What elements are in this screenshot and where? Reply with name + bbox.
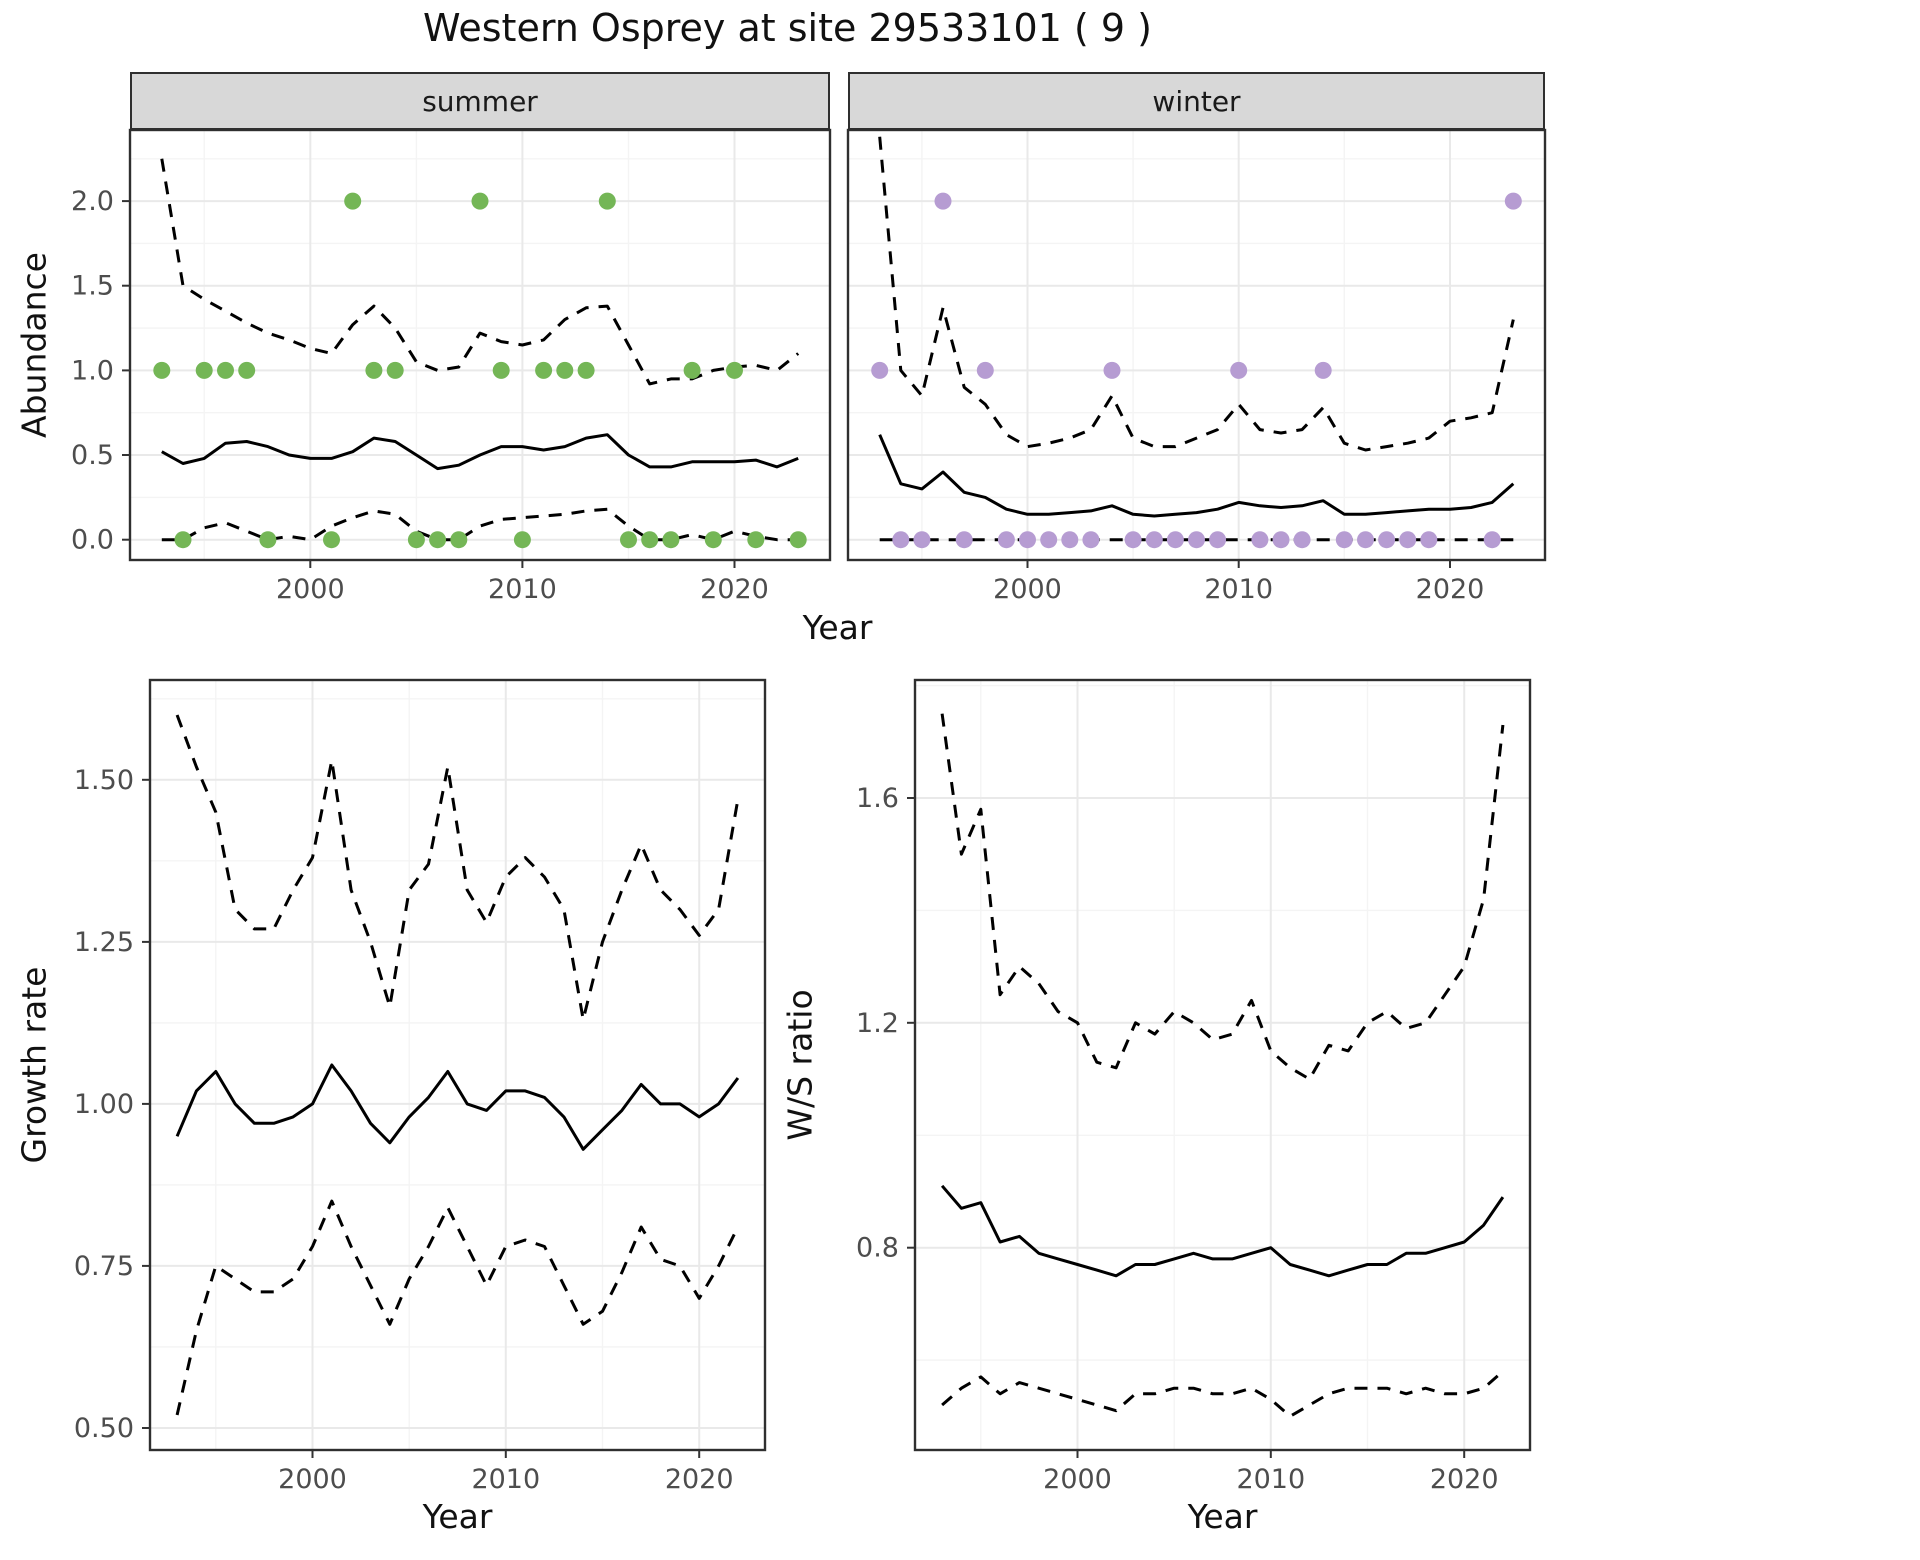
svg-text:2010: 2010: [488, 574, 557, 605]
facet-strip-winter-label: winter: [1152, 84, 1241, 118]
svg-text:1.5: 1.5: [71, 271, 114, 302]
svg-text:0.75: 0.75: [74, 1251, 134, 1282]
svg-text:0.8: 0.8: [856, 1233, 899, 1264]
svg-text:2010: 2010: [1204, 574, 1273, 605]
facet-strip-winter: winter: [848, 72, 1545, 130]
ws-ratio-axis-label: W/S ratio: [780, 989, 820, 1141]
facet-strip-summer-label: summer: [422, 84, 538, 118]
svg-text:2.0: 2.0: [71, 186, 114, 217]
svg-text:2020: 2020: [1430, 1464, 1499, 1495]
svg-text:2000: 2000: [278, 1464, 347, 1495]
svg-text:2000: 2000: [276, 574, 345, 605]
svg-text:2020: 2020: [700, 574, 769, 605]
svg-text:1.00: 1.00: [74, 1089, 134, 1120]
svg-text:2000: 2000: [993, 574, 1062, 605]
chart-title: Western Osprey at site 29533101 ( 9 ): [423, 6, 1152, 50]
svg-text:2020: 2020: [1416, 574, 1485, 605]
svg-text:2000: 2000: [1043, 1464, 1112, 1495]
svg-text:0.0: 0.0: [71, 525, 114, 556]
top-year-axis-label: Year: [802, 608, 873, 647]
svg-text:0.5: 0.5: [71, 440, 114, 471]
facet-strip-summer: summer: [130, 72, 830, 130]
svg-text:1.2: 1.2: [856, 1008, 899, 1039]
svg-text:2020: 2020: [665, 1464, 734, 1495]
svg-text:2010: 2010: [1236, 1464, 1305, 1495]
abundance-summer-plot: 2000 2010 2020 0.0 0.5 1.0 1.5 2.0: [71, 128, 832, 605]
growth-rate-axis-label: Growth rate: [14, 966, 54, 1164]
growth-rate-year-axis-label: Year: [422, 1497, 493, 1536]
ws-ratio-plot: 2000 2010 2020 0.8 1.2 1.6: [856, 678, 1532, 1495]
svg-text:1.6: 1.6: [856, 783, 899, 814]
svg-text:2010: 2010: [471, 1464, 540, 1495]
svg-text:1.50: 1.50: [74, 765, 134, 796]
svg-text:1.0: 1.0: [71, 355, 114, 386]
svg-text:0.50: 0.50: [74, 1413, 134, 1444]
abundance-winter-plot: 2000 2010 2020: [846, 128, 1547, 605]
abundance-axis-label: Abundance: [14, 252, 54, 438]
growth-rate-plot: 2000 2010 2020 0.50 0.75 1.00 1.25 1.50: [74, 678, 767, 1495]
ws-ratio-year-axis-label: Year: [1187, 1497, 1258, 1536]
svg-text:1.25: 1.25: [74, 927, 134, 958]
